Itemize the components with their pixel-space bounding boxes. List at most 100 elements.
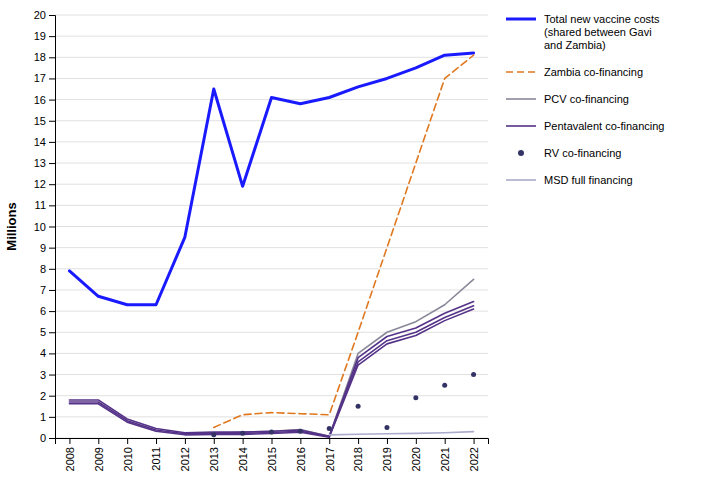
x-tick: 2018	[352, 438, 364, 471]
legend-item: MSD full financing	[506, 174, 633, 186]
x-tick-mark	[69, 438, 70, 444]
x-tick-label: 2013	[208, 447, 220, 471]
legend-swatch	[506, 98, 536, 100]
legend-swatch	[506, 71, 536, 73]
legend: Total new vaccine costs(shared between G…	[506, 13, 664, 186]
y-tick: 0	[40, 432, 55, 444]
x-tick-mark	[243, 438, 244, 444]
y-tick: 1	[40, 411, 55, 423]
grid-line	[55, 15, 488, 16]
y-tick-label: 19	[34, 30, 46, 42]
y-tick: 16	[34, 94, 55, 106]
x-tick: 2020	[410, 438, 422, 471]
x-tick-mark	[445, 438, 446, 444]
x-tick: 2013	[208, 438, 220, 471]
line	[69, 309, 473, 437]
plot-area	[69, 53, 476, 437]
y-tick: 7	[40, 284, 55, 296]
y-tick-mark	[49, 184, 55, 185]
grid-line	[55, 311, 488, 312]
y-tick-mark	[49, 205, 55, 206]
y-tick-label: 18	[34, 51, 46, 63]
y-tick-label: 4	[40, 347, 46, 359]
y-tick-mark	[49, 36, 55, 37]
scatter-series	[211, 372, 476, 437]
legend-label: Total new vaccine costs(shared between G…	[544, 13, 660, 51]
point	[384, 425, 389, 430]
grid-line	[55, 36, 488, 37]
x-tick: 2010	[122, 438, 134, 471]
line	[69, 53, 473, 305]
x-tick-label: 2008	[64, 447, 76, 471]
x-tick: 2022	[468, 438, 480, 471]
y-tick: 10	[34, 221, 55, 233]
legend-item: PCV co-financing	[506, 93, 629, 105]
x-tick-label: 2016	[295, 447, 307, 471]
y-tick: 12	[34, 178, 55, 190]
legend-label: Zambia co-financing	[544, 66, 643, 78]
x-axis: 2008200920102011201220132014201520162017…	[56, 438, 489, 471]
y-tick-mark	[49, 417, 55, 418]
point	[356, 404, 361, 409]
y-tick-label: 17	[34, 72, 46, 84]
y-tick: 6	[40, 305, 55, 317]
legend-label: PCV co-financing	[544, 93, 629, 105]
y-tick-mark	[49, 396, 55, 397]
legend-item: Zambia co-financing	[506, 66, 643, 78]
y-tick-mark	[49, 121, 55, 122]
grid-line	[55, 226, 488, 227]
legend-swatch	[506, 179, 536, 181]
x-tick: 2008	[64, 438, 76, 471]
point	[471, 372, 476, 377]
line	[329, 432, 473, 435]
y-tick-label: 10	[34, 221, 46, 233]
y-tick-label: 11	[35, 199, 46, 211]
y-tick: 9	[40, 242, 55, 254]
x-tick-mark	[127, 438, 128, 444]
y-tick-mark	[49, 163, 55, 164]
y-tick-label: 14	[34, 136, 46, 148]
x-tick: 2014	[237, 438, 249, 471]
y-tick-mark	[49, 269, 55, 270]
point	[442, 383, 447, 388]
y-tick: 13	[34, 157, 55, 169]
y-tick-mark	[49, 100, 55, 101]
grid-line	[55, 353, 488, 354]
x-axis-line	[56, 439, 489, 445]
line	[69, 306, 473, 437]
legend-label: RV co-financing	[544, 147, 621, 159]
y-tick: 15	[34, 115, 55, 127]
y-tick: 17	[34, 72, 55, 84]
y-tick-label: 7	[40, 284, 46, 296]
point	[240, 431, 245, 436]
x-tick-label: 2021	[439, 447, 451, 471]
y-tick: 11	[35, 199, 55, 211]
legend-swatch	[506, 125, 536, 127]
y-tick-mark	[49, 227, 55, 228]
y-tick-label: 20	[34, 9, 46, 21]
y-axis-line	[49, 16, 56, 439]
x-tick: 2015	[266, 438, 278, 471]
y-tick-label: 15	[34, 115, 46, 127]
x-tick: 2012	[179, 438, 191, 471]
y-tick-label: 5	[40, 326, 46, 338]
y-tick-mark	[49, 311, 55, 312]
x-tick: 2011	[150, 438, 162, 471]
point	[269, 430, 274, 435]
x-tick-mark	[98, 438, 99, 444]
legend-swatch	[506, 18, 536, 21]
y-tick-mark	[49, 375, 55, 376]
legend-item: Total new vaccine costs(shared between G…	[506, 13, 660, 51]
x-tick-mark	[416, 438, 417, 444]
grid-line	[55, 247, 488, 248]
y-tick: 5	[40, 326, 55, 338]
grid-line	[55, 205, 488, 206]
legend-label: Pentavalent co-financing	[544, 120, 664, 132]
y-tick: 19	[34, 30, 55, 42]
x-tick-mark	[358, 438, 359, 444]
point	[211, 432, 216, 437]
grid-line	[55, 184, 488, 185]
y-tick-label: 2	[40, 390, 46, 402]
x-tick-label: 2020	[410, 447, 422, 471]
x-tick-label: 2014	[237, 447, 249, 471]
